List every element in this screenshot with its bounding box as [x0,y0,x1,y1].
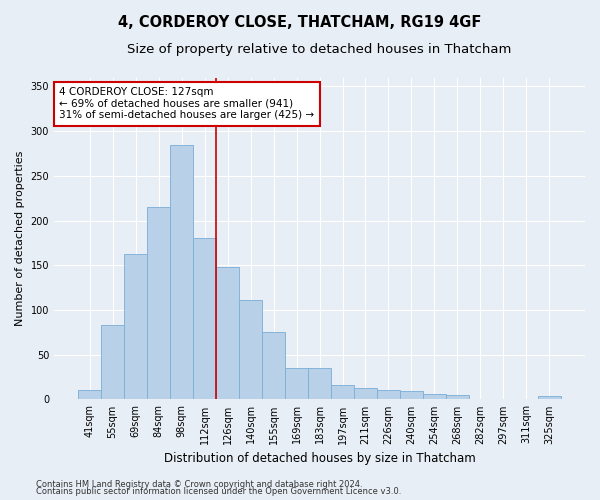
Bar [423,394,446,400]
Bar [170,144,193,400]
Bar [446,395,469,400]
Text: Contains HM Land Registry data © Crown copyright and database right 2024.: Contains HM Land Registry data © Crown c… [36,480,362,489]
Bar [124,254,147,400]
Bar [331,385,354,400]
Bar [538,396,561,400]
Bar [515,398,538,400]
X-axis label: Distribution of detached houses by size in Thatcham: Distribution of detached houses by size … [164,452,475,465]
Bar [377,390,400,400]
Bar [239,300,262,400]
Bar [400,392,423,400]
Title: Size of property relative to detached houses in Thatcham: Size of property relative to detached ho… [127,42,512,56]
Bar [147,207,170,400]
Bar [354,388,377,400]
Bar [101,325,124,400]
Bar [78,390,101,400]
Bar [193,238,216,400]
Bar [308,368,331,400]
Text: 4, CORDEROY CLOSE, THATCHAM, RG19 4GF: 4, CORDEROY CLOSE, THATCHAM, RG19 4GF [118,15,482,30]
Text: Contains public sector information licensed under the Open Government Licence v3: Contains public sector information licen… [36,487,401,496]
Bar [216,267,239,400]
Bar [285,368,308,400]
Text: 4 CORDEROY CLOSE: 127sqm
← 69% of detached houses are smaller (941)
31% of semi-: 4 CORDEROY CLOSE: 127sqm ← 69% of detach… [59,87,314,120]
Bar [262,332,285,400]
Y-axis label: Number of detached properties: Number of detached properties [15,151,25,326]
Bar [492,398,515,400]
Bar [469,398,492,400]
